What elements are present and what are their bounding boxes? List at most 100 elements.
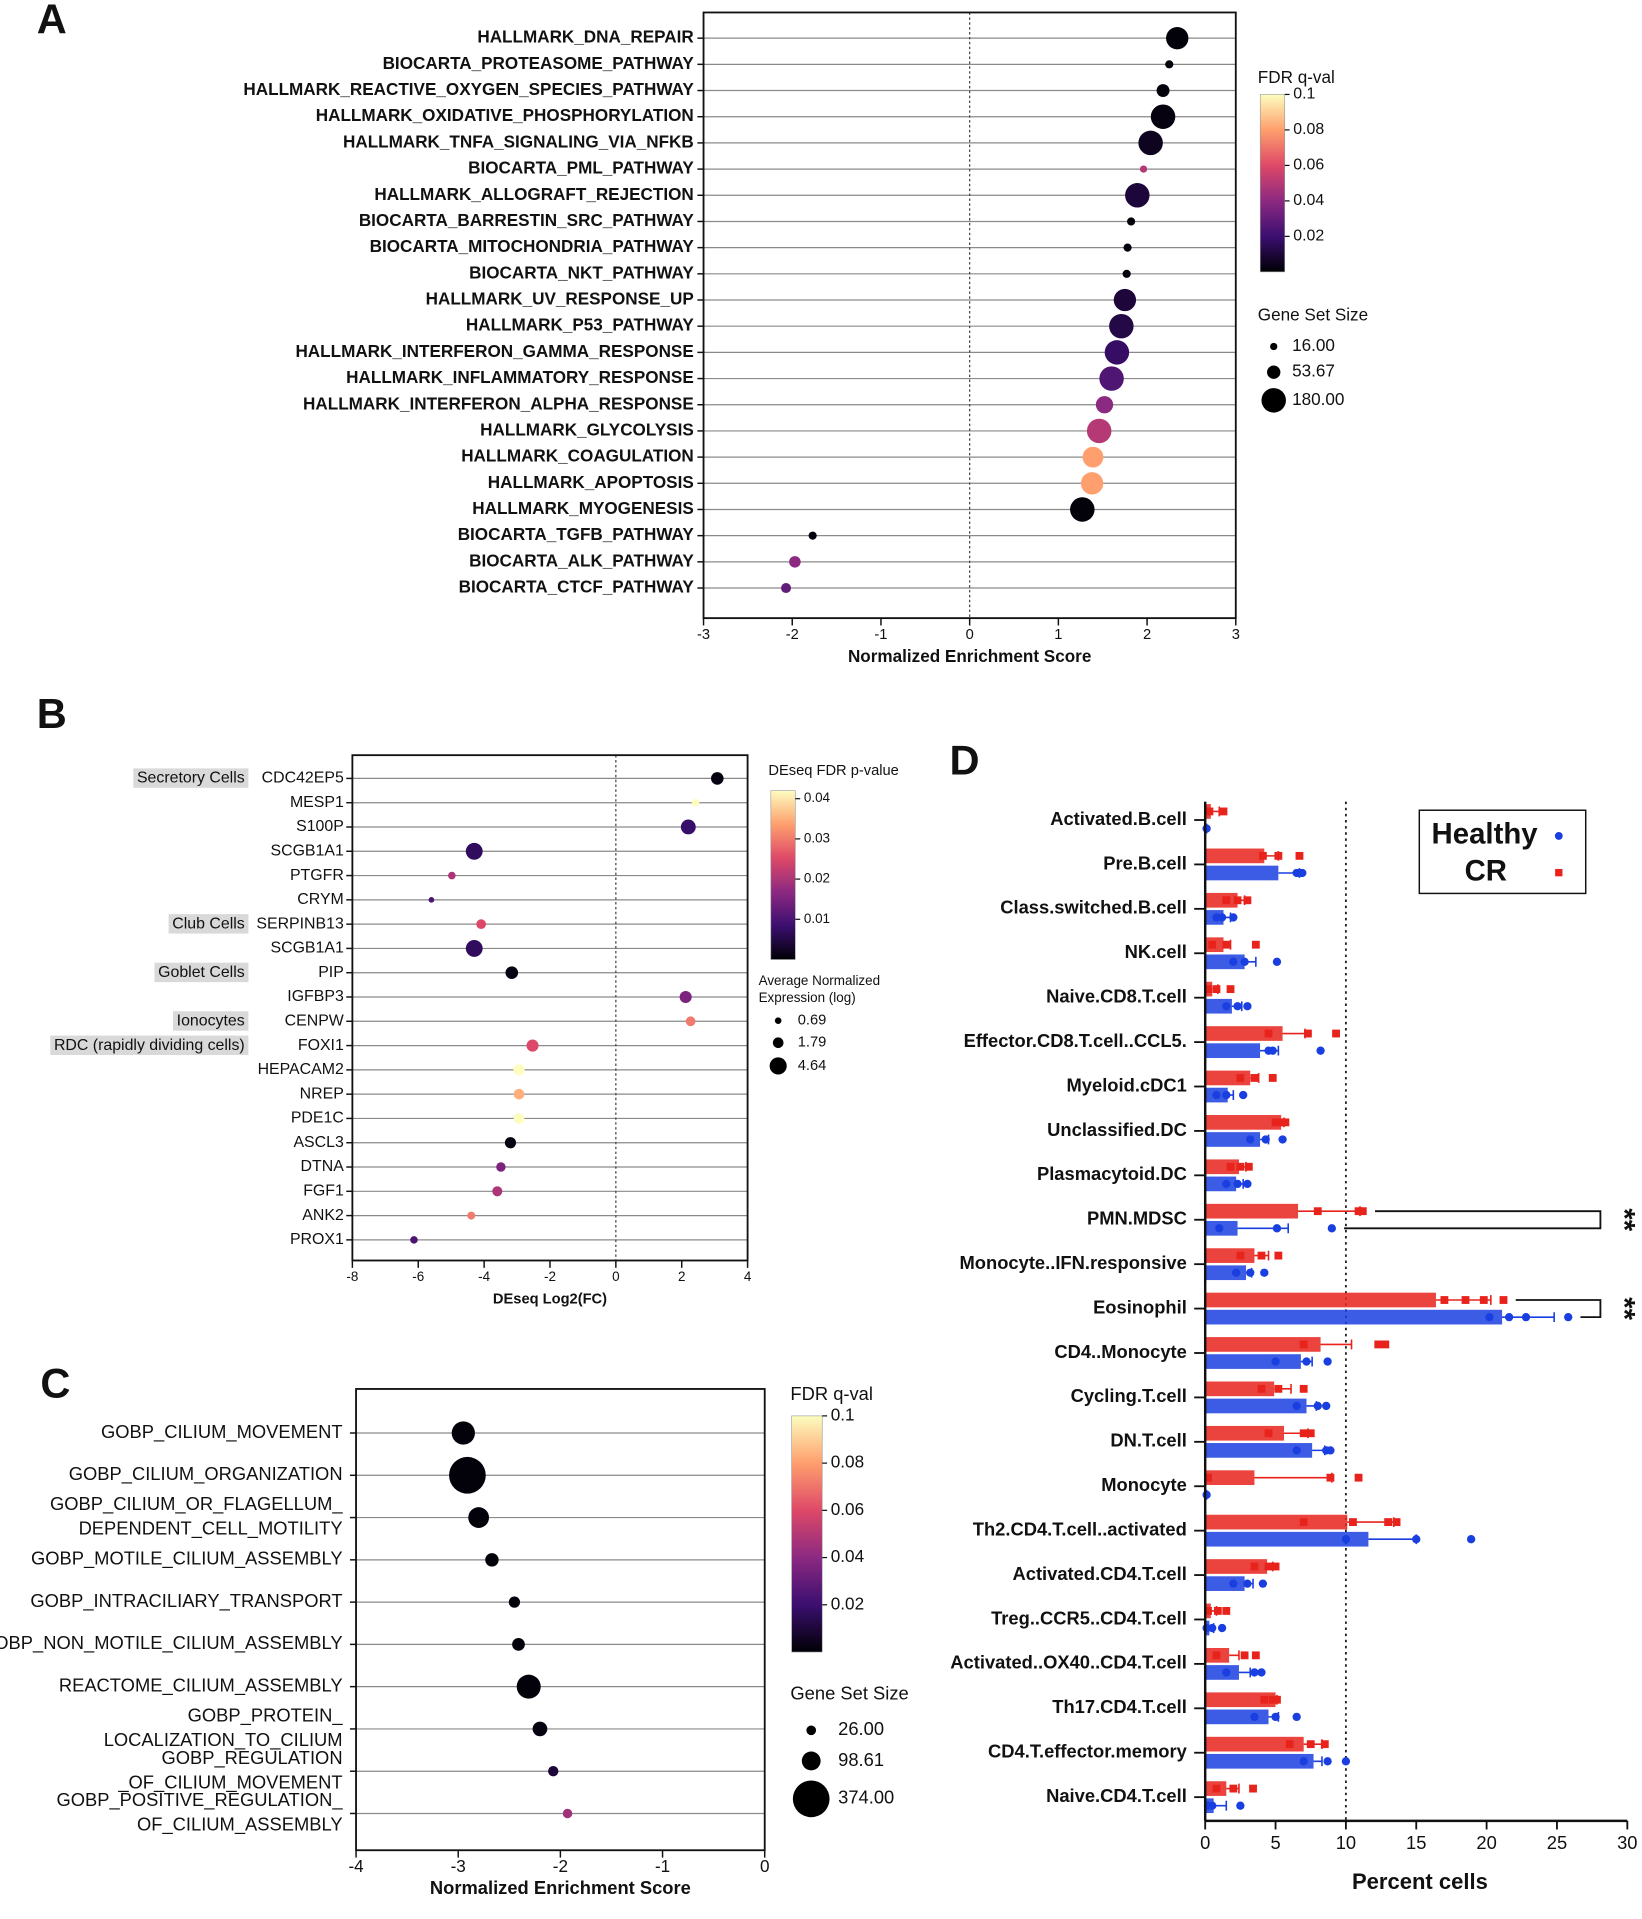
category-label: HALLMARK_P53_PATHWAY: [466, 316, 694, 335]
group-label-bg: [154, 962, 249, 983]
bar: [1205, 1115, 1282, 1130]
data-point: [1212, 1651, 1221, 1660]
category-label: NK.cell: [1125, 941, 1187, 962]
category-label: HEPACAM2: [258, 1061, 344, 1078]
data-point: [1229, 1784, 1238, 1793]
data-point: [1564, 1312, 1573, 1322]
data-point: [1246, 1268, 1255, 1277]
bubble: [513, 1064, 525, 1076]
data-point: [1204, 985, 1212, 994]
size-legend-label: 374.00: [838, 1787, 894, 1808]
category-label: Th2.CD4.T.cell..activated: [973, 1518, 1187, 1539]
category-label: CDC42EP5: [262, 770, 344, 787]
bubble: [1082, 446, 1104, 468]
category-label: FOXI1: [298, 1037, 344, 1054]
panel-letter: D: [949, 737, 979, 784]
bubble: [449, 1456, 486, 1494]
data-point: [1239, 1090, 1248, 1100]
category-label: NREP: [300, 1085, 344, 1102]
category-label: ASCL3: [293, 1134, 344, 1151]
bubble: [1139, 165, 1148, 173]
colorbar: [770, 790, 796, 960]
bubble: [465, 939, 483, 957]
category-label: SERPINB13: [256, 915, 344, 932]
bubble: [1156, 84, 1170, 97]
size-legend-marker: [774, 1017, 782, 1024]
error-bar: [1229, 1650, 1240, 1661]
category-label: Class.switched.B.cell: [1000, 897, 1187, 918]
data-point: [1323, 1357, 1332, 1366]
data-point: [1358, 1207, 1367, 1216]
size-legend-label: 180.00: [1292, 390, 1344, 409]
bubble: [505, 966, 519, 980]
data-point: [1316, 1046, 1325, 1055]
size-legend-title: Gene Set Size: [1258, 305, 1368, 324]
data-point: [1298, 868, 1307, 878]
size-legend-title: Gene Set Size: [790, 1683, 908, 1704]
data-point: [1322, 1401, 1331, 1411]
data-point: [1233, 896, 1242, 905]
x-tick-label: 30: [1617, 1832, 1637, 1853]
size-legend-marker: [1270, 342, 1278, 351]
data-point: [1341, 1757, 1351, 1766]
category-label: Effector.CD8.T.cell..CCL5.: [964, 1030, 1187, 1051]
data-point: [1233, 1002, 1242, 1011]
colorbar-tick-label: 0.02: [1293, 228, 1324, 245]
significance-bracket: [1515, 1299, 1602, 1319]
colorbar-title: FDR q-val: [790, 1383, 873, 1404]
bubble: [476, 919, 487, 930]
bar: [1205, 1665, 1239, 1680]
data-point: [1499, 1296, 1508, 1304]
data-point: [1349, 1518, 1357, 1527]
data-point: [1222, 1090, 1231, 1100]
data-point: [1222, 896, 1231, 905]
size-legend-title: Average Normalized: [759, 973, 881, 988]
bar: [1205, 1576, 1245, 1591]
bubble: [1138, 130, 1163, 156]
x-tick-label: 0: [966, 627, 974, 643]
data-point: [1341, 1535, 1351, 1544]
bar: [1205, 1398, 1307, 1414]
data-point: [1236, 1801, 1245, 1810]
bar: [1205, 954, 1245, 970]
data-point: [1222, 940, 1231, 949]
x-tick-label: -4: [478, 1269, 490, 1284]
category-label: PTGFR: [290, 867, 344, 884]
data-point: [1205, 807, 1214, 816]
panel-letter: C: [40, 1360, 70, 1407]
data-point: [1236, 1251, 1245, 1260]
category-label: GOBP_MOTILE_CILIUM_ASSEMBLY: [31, 1548, 343, 1570]
x-tick-label: -2: [786, 627, 799, 643]
size-legend-label: 98.61: [838, 1749, 884, 1770]
data-point: [1222, 1607, 1231, 1615]
colorbar: [1259, 94, 1286, 273]
bar: [1205, 1514, 1348, 1530]
data-point: [1292, 1401, 1301, 1411]
category-label: HALLMARK_COAGULATION: [461, 447, 694, 466]
significance-label: **: [1608, 1208, 1641, 1231]
group-label-bg: [133, 768, 249, 788]
data-point: [1323, 1757, 1332, 1766]
colorbar-tick-label: 0.1: [1293, 86, 1315, 103]
data-point: [1222, 1668, 1231, 1677]
legend-label: CR: [1465, 854, 1507, 887]
category-label: HALLMARK_DNA_REPAIR: [477, 28, 693, 47]
category-label: IGFBP3: [287, 988, 344, 1005]
category-label: GOBP_CILIUM_ORGANIZATION: [69, 1463, 343, 1485]
category-label: BIOCARTA_NKT_PATHWAY: [469, 263, 694, 282]
bubble: [1070, 497, 1095, 522]
x-tick-label: -3: [697, 627, 710, 643]
category-label: Th17.CD4.T.cell: [1052, 1696, 1187, 1717]
bubble: [711, 772, 724, 785]
data-point: [1226, 1162, 1235, 1171]
data-point: [1202, 824, 1211, 833]
bubble: [526, 1039, 539, 1052]
data-point: [1461, 1296, 1470, 1304]
data-point: [1204, 1607, 1212, 1615]
category-label: Treg..CCR5..CD4.T.cell: [991, 1607, 1187, 1628]
bubble: [548, 1766, 559, 1777]
plot-frame: [355, 1388, 766, 1852]
category-label: BIOCARTA_TGFB_PATHWAY: [458, 525, 695, 544]
data-point: [1302, 1357, 1311, 1366]
bubble: [516, 1674, 541, 1699]
